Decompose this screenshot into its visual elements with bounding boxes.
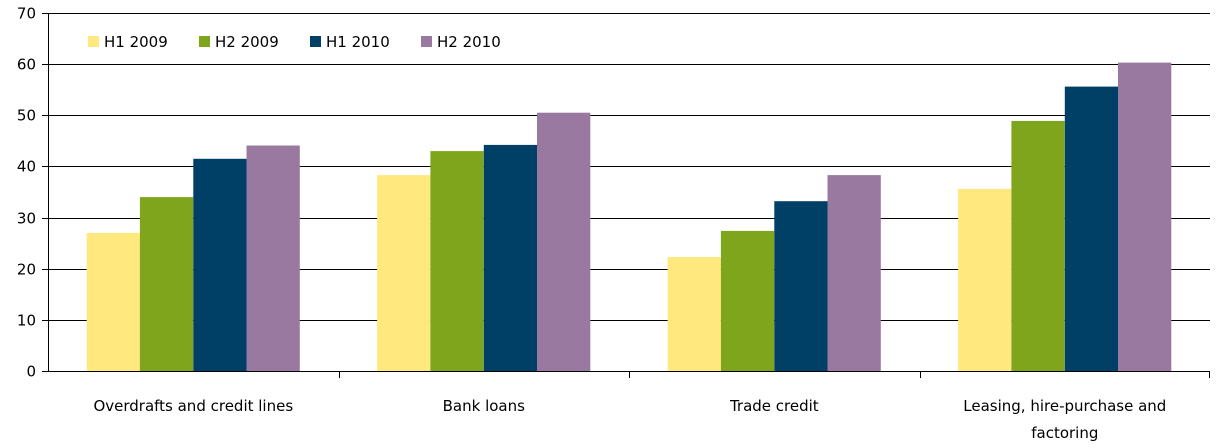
bar xyxy=(667,257,721,371)
bar xyxy=(827,175,881,371)
bar xyxy=(720,230,775,371)
legend-label: H1 2009 xyxy=(104,33,168,51)
y-tick-label: 70 xyxy=(17,5,36,23)
bar xyxy=(1118,62,1172,371)
y-tick-label: 40 xyxy=(17,158,36,176)
legend-label: H2 2009 xyxy=(215,33,279,51)
y-tick-label: 60 xyxy=(17,56,36,74)
bar xyxy=(537,112,591,371)
legend-swatch xyxy=(88,36,99,47)
y-tick-label: 20 xyxy=(17,261,36,279)
x-axis-ticks: Overdrafts and credit lines Bank loans Tra… xyxy=(93,371,1210,442)
bar xyxy=(193,158,247,371)
y-tick-label: 50 xyxy=(17,107,36,125)
bar xyxy=(483,144,538,371)
legend-label: H2 2010 xyxy=(437,33,501,51)
bar xyxy=(430,151,484,371)
y-tick-label: 30 xyxy=(17,210,36,228)
x-tick-label: Overdrafts and credit lines xyxy=(93,397,293,415)
legend-swatch xyxy=(310,36,321,47)
bar xyxy=(774,201,828,371)
bar xyxy=(1064,86,1119,371)
bars xyxy=(86,62,1172,372)
bar xyxy=(377,175,431,371)
bar xyxy=(958,188,1012,371)
x-tick-label: Leasing, hire-purchase and factoring xyxy=(963,397,1166,442)
y-axis-ticks: 0 10 20 30 40 50 60 70 xyxy=(17,5,48,381)
legend: H1 2009 H2 2009 H1 2010 H2 2010 xyxy=(88,33,501,51)
legend-swatch xyxy=(199,36,210,47)
bar xyxy=(1011,120,1065,372)
legend-label: H1 2010 xyxy=(326,33,390,51)
x-tick-label: Bank loans xyxy=(443,397,525,415)
y-tick-label: 0 xyxy=(26,363,36,381)
x-tick-label: Trade credit xyxy=(729,397,819,415)
bar xyxy=(139,197,194,371)
y-tick-label: 10 xyxy=(17,312,36,330)
bar xyxy=(86,232,140,371)
bar xyxy=(246,145,300,371)
legend-swatch xyxy=(421,36,432,47)
